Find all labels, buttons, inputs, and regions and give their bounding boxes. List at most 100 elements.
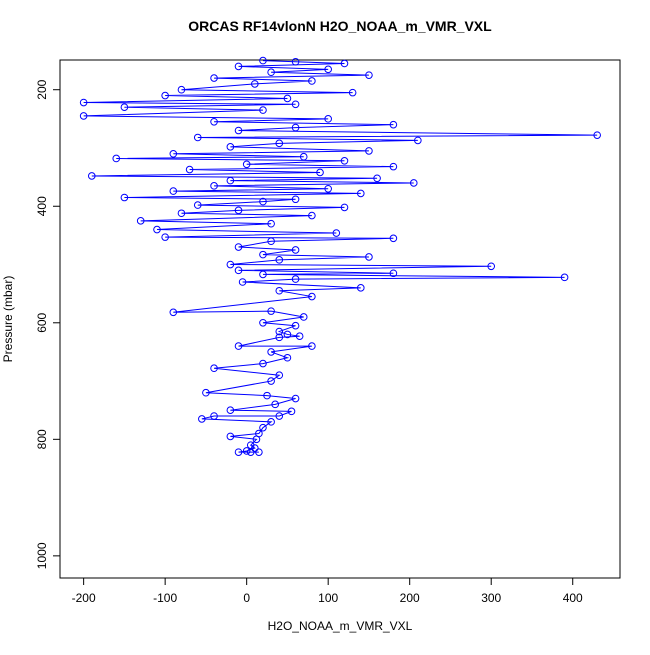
data-point [259, 270, 267, 279]
data-point [259, 197, 267, 206]
data-point [299, 313, 308, 321]
data-point [226, 432, 235, 441]
data-point [185, 165, 194, 174]
x-axis-label: H2O_NOAA_m_VMR_VXL [268, 619, 413, 633]
data-point [234, 126, 243, 135]
data-point [308, 77, 316, 85]
data-point [259, 359, 267, 368]
data-point [210, 182, 218, 190]
data-point [161, 91, 169, 100]
data-point [198, 415, 206, 423]
x-tick-label: 0 [243, 591, 250, 605]
data-point [234, 342, 243, 350]
x-tick-label: 100 [318, 591, 338, 605]
data-point [251, 80, 259, 88]
data-point [226, 176, 235, 185]
y-tick-label: 200 [35, 79, 49, 99]
data-point [291, 275, 300, 283]
data-point [202, 388, 210, 397]
data-point [169, 150, 178, 158]
data-point [153, 225, 161, 234]
data-point [275, 327, 284, 336]
data-point [226, 406, 235, 414]
y-axis-label: Pressure (mbar) [1, 276, 15, 363]
data-point [324, 115, 332, 123]
x-tick-label: -200 [72, 591, 96, 605]
data-point [79, 112, 88, 120]
data-point [267, 68, 275, 77]
data-point [287, 407, 296, 416]
data-point [295, 332, 304, 340]
y-tick-label: 1000 [35, 542, 49, 569]
data-point [226, 260, 235, 269]
data-point [291, 100, 300, 109]
data-point [283, 330, 292, 339]
data-point [291, 57, 300, 66]
x-tick-label: 200 [400, 591, 420, 605]
data-point [238, 278, 247, 286]
data-point [356, 189, 365, 198]
data-point [487, 262, 496, 271]
data-point [365, 147, 373, 155]
y-tick-label: 400 [35, 196, 49, 216]
data-point [409, 179, 418, 187]
data-point [234, 62, 243, 71]
data-point [389, 234, 398, 243]
data-point [263, 391, 271, 400]
y-tick-label: 600 [35, 312, 49, 332]
data-point [161, 233, 169, 241]
data-point [120, 193, 129, 202]
data-point [308, 292, 316, 301]
data-point [324, 65, 332, 74]
data-point [234, 448, 243, 456]
data-point [193, 201, 202, 209]
data-point [169, 187, 178, 195]
data-point [234, 266, 243, 275]
x-tick-label: 300 [481, 591, 501, 605]
data-point [365, 71, 373, 79]
data-point [291, 123, 300, 132]
data-point [275, 286, 284, 295]
x-tick-label: -100 [153, 591, 177, 605]
data-point [112, 154, 121, 163]
data-point [291, 195, 300, 204]
data-point [251, 444, 259, 452]
data-point [291, 394, 300, 403]
data-point [252, 435, 261, 444]
data-point [283, 94, 292, 103]
data-point [593, 131, 601, 139]
data-point [255, 448, 263, 456]
data-point [169, 308, 178, 317]
data-point [356, 284, 365, 292]
data-point [259, 423, 267, 432]
data-point [259, 106, 267, 114]
data-point [120, 103, 129, 111]
data-point [414, 136, 422, 145]
data-point [242, 447, 251, 455]
data-point [275, 139, 284, 148]
data-point [177, 85, 186, 94]
data-point [389, 162, 398, 171]
data-point [389, 269, 398, 278]
data-point [365, 253, 373, 261]
data-point [210, 117, 218, 126]
data-point [308, 211, 316, 220]
plot-frame [59, 59, 621, 579]
data-point [340, 203, 349, 212]
data-point [267, 307, 275, 315]
data-point [389, 120, 398, 129]
data-point [210, 412, 218, 420]
data-point [271, 400, 279, 409]
data-point [259, 250, 267, 259]
data-point [332, 229, 341, 237]
data-point [242, 160, 251, 169]
chart-title: ORCAS RF14vlonN H2O_NOAA_m_VMR_VXL [188, 18, 492, 34]
data-point [259, 318, 267, 327]
data-point [308, 342, 316, 350]
data-point [267, 219, 275, 228]
data-point [373, 174, 381, 183]
y-tick-label: 800 [35, 429, 49, 449]
data-point [316, 168, 324, 177]
